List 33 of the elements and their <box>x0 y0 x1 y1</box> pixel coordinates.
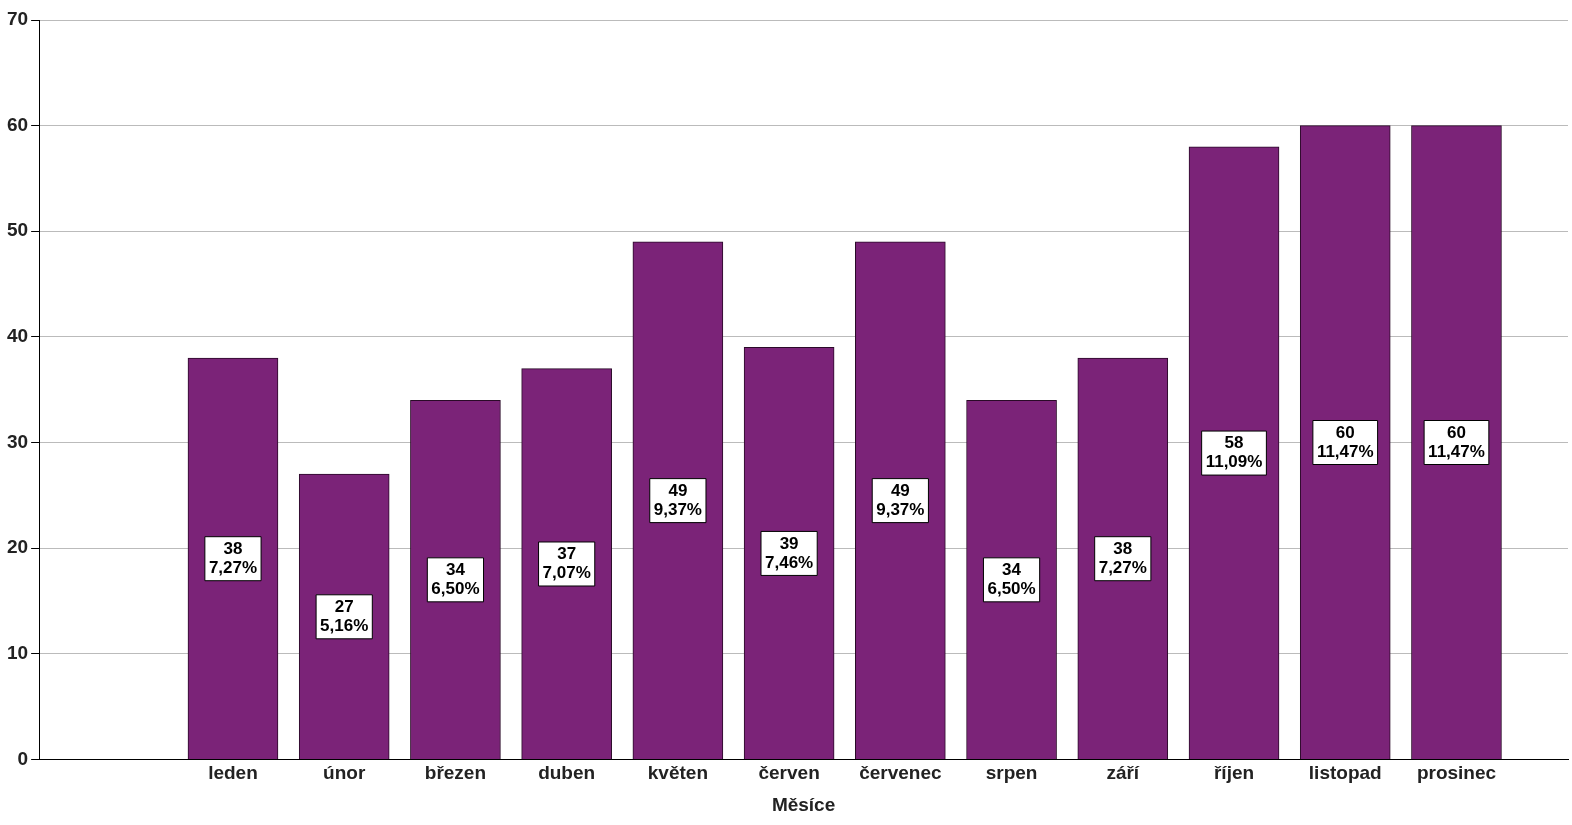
x-tick-label: červen <box>758 762 820 784</box>
x-tick-label: červenec <box>859 762 942 784</box>
y-tick-label: 60 <box>6 113 29 135</box>
data-label: 34 6,50% <box>431 560 480 599</box>
data-label: 49 9,37% <box>653 480 702 519</box>
x-tick-label: únor <box>323 762 366 784</box>
x-tick-label: březen <box>424 762 487 784</box>
x-tick-label: září <box>1106 762 1140 784</box>
y-tick-label: 40 <box>6 325 29 347</box>
data-label: 58 11,09% <box>1205 433 1263 472</box>
x-tick-label: leden <box>208 762 258 784</box>
x-axis-title: Měsíce <box>771 793 836 815</box>
data-label: 34 6,50% <box>987 560 1036 599</box>
x-tick-label: duben <box>538 762 596 784</box>
x-tick-label: prosinec <box>1416 762 1497 784</box>
data-label: 39 7,46% <box>765 533 814 572</box>
x-tick-label: květen <box>647 762 708 784</box>
x-tick-label: listopad <box>1308 762 1382 784</box>
y-tick-label: 0 <box>17 747 29 769</box>
y-tick-label: 30 <box>6 430 29 452</box>
y-tick-label: 10 <box>6 642 29 664</box>
data-label: 27 5,16% <box>320 596 369 635</box>
data-label: 60 11,47% <box>1316 422 1374 461</box>
data-label: 60 11,47% <box>1428 422 1485 461</box>
x-tick-label: říjen <box>1213 762 1255 784</box>
data-label: 49 9,37% <box>876 480 925 519</box>
y-tick-label: 70 <box>6 8 29 30</box>
data-label: 37 7,07% <box>542 544 591 583</box>
data-label: 38 7,27% <box>208 538 258 577</box>
x-tick-label: srpen <box>985 762 1038 784</box>
y-tick-label: 20 <box>6 536 29 558</box>
y-tick-label: 50 <box>6 219 29 241</box>
data-label: 38 7,27% <box>1098 538 1147 577</box>
